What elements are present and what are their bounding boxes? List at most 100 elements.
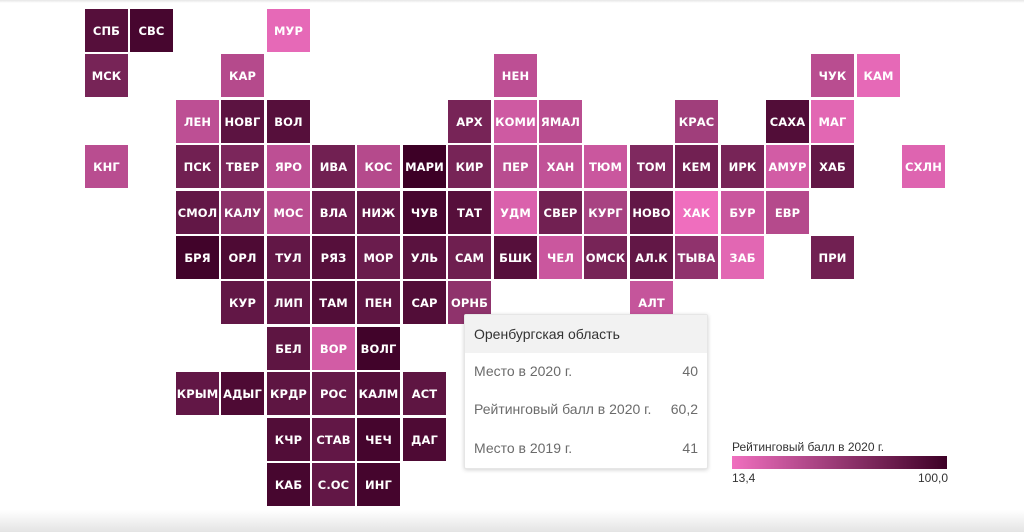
region-tile[interactable]: КЧР: [267, 418, 310, 461]
region-tile[interactable]: МАРИ: [403, 145, 446, 188]
region-tile[interactable]: ТОМ: [630, 145, 673, 188]
region-tile[interactable]: САМ: [448, 236, 491, 279]
region-tile[interactable]: КАЛУ: [221, 191, 264, 234]
region-tile[interactable]: ЯРО: [267, 145, 310, 188]
region-tile[interactable]: НОВГ: [221, 100, 264, 143]
region-tile[interactable]: ХАК: [675, 191, 718, 234]
region-tile[interactable]: БЕЛ: [267, 327, 310, 370]
legend-min-label: 13,4: [732, 471, 756, 485]
region-tile[interactable]: КНГ: [85, 145, 128, 188]
region-tile[interactable]: МАГ: [811, 100, 854, 143]
tooltip-label: Рейтинговый балл в 2020 г.: [474, 401, 652, 417]
region-tile[interactable]: ЛЕН: [176, 100, 219, 143]
region-tile[interactable]: СХЛН: [902, 145, 945, 188]
region-tile[interactable]: ВОЛ: [267, 100, 310, 143]
region-tile[interactable]: БУР: [721, 191, 764, 234]
region-tile[interactable]: ЯМАЛ: [539, 100, 582, 143]
region-tile[interactable]: КАР: [221, 54, 264, 97]
region-tile[interactable]: МОС: [267, 191, 310, 234]
region-tile[interactable]: КИР: [448, 145, 491, 188]
region-tile[interactable]: КОС: [357, 145, 400, 188]
region-tile[interactable]: ПЕН: [357, 281, 400, 324]
region-tile[interactable]: ТАМ: [312, 281, 355, 324]
region-tile[interactable]: ЕВР: [766, 191, 809, 234]
region-tile[interactable]: ВЛА: [312, 191, 355, 234]
region-tile[interactable]: НОВО: [630, 191, 673, 234]
region-tile[interactable]: АМУР: [766, 145, 809, 188]
region-tile[interactable]: ПСК: [176, 145, 219, 188]
region-tile[interactable]: ЧУК: [811, 54, 854, 97]
region-tile[interactable]: ТЮМ: [584, 145, 627, 188]
region-tile[interactable]: КУР: [221, 281, 264, 324]
region-tile[interactable]: ЧЕЛ: [539, 236, 582, 279]
legend-max-label: 100,0: [917, 471, 948, 485]
region-tile[interactable]: ВОР: [312, 327, 355, 370]
region-tile[interactable]: ХАН: [539, 145, 582, 188]
region-tile[interactable]: РОС: [312, 372, 355, 415]
region-tile[interactable]: ИВА: [312, 145, 355, 188]
region-tile[interactable]: СВС: [130, 9, 173, 52]
region-tile[interactable]: ЧУВ: [403, 191, 446, 234]
region-tile[interactable]: ТАТ: [448, 191, 491, 234]
region-tile[interactable]: МУР: [267, 9, 310, 52]
bottom-shadow: [0, 510, 1024, 532]
region-tile[interactable]: КЕМ: [675, 145, 718, 188]
region-tile[interactable]: САХА: [766, 100, 809, 143]
region-tile[interactable]: СПБ: [85, 9, 128, 52]
region-tile[interactable]: АДЫГ: [221, 372, 264, 415]
region-tooltip: Оренбургская область Место в 2020 г. 40 …: [464, 314, 708, 469]
region-tile[interactable]: ПЕР: [494, 145, 537, 188]
legend-title: Рейтинговый балл в 2020 г.: [732, 440, 885, 454]
region-tile[interactable]: КРДР: [267, 372, 310, 415]
region-tile[interactable]: АСТ: [403, 372, 446, 415]
region-tile[interactable]: КРЫМ: [176, 372, 219, 415]
region-tile[interactable]: ОРЛ: [221, 236, 264, 279]
region-tile[interactable]: КРАС: [675, 100, 718, 143]
tooltip-row-rank-2019: Место в 2019 г. 41: [474, 440, 698, 460]
region-tile[interactable]: ХАБ: [811, 145, 854, 188]
region-tile[interactable]: САР: [403, 281, 446, 324]
tooltip-label: Место в 2019 г.: [474, 440, 573, 456]
region-tile[interactable]: ПРИ: [811, 236, 854, 279]
tooltip-row-score-2020: Рейтинговый балл в 2020 г. 60,2: [474, 401, 698, 421]
region-tile[interactable]: БРЯ: [176, 236, 219, 279]
region-tile[interactable]: НЕН: [494, 54, 537, 97]
tooltip-value: 60,2: [670, 401, 698, 417]
region-tile[interactable]: КАЛМ: [357, 372, 400, 415]
region-tile[interactable]: ТУЛ: [267, 236, 310, 279]
color-legend: Рейтинговый балл в 2020 г. 13,4 100,0: [732, 440, 948, 490]
legend-gradient-bar: [732, 456, 947, 469]
region-tile[interactable]: СТАВ: [312, 418, 355, 461]
region-tile[interactable]: РЯЗ: [312, 236, 355, 279]
region-tile[interactable]: КОМИ: [494, 100, 537, 143]
region-tile[interactable]: ИНГ: [357, 463, 400, 506]
region-tile[interactable]: УДМ: [494, 191, 537, 234]
region-tile[interactable]: МОР: [357, 236, 400, 279]
region-tile[interactable]: БШК: [494, 236, 537, 279]
tooltip-value: 41: [682, 440, 698, 456]
region-tile[interactable]: КУРГ: [584, 191, 627, 234]
region-tile[interactable]: НИЖ: [357, 191, 400, 234]
region-tile[interactable]: ЧЕЧ: [357, 418, 400, 461]
region-tile[interactable]: УЛЬ: [403, 236, 446, 279]
region-tile[interactable]: С.ОС: [312, 463, 355, 506]
region-tile[interactable]: ИРК: [721, 145, 764, 188]
region-tile[interactable]: ТВЕР: [221, 145, 264, 188]
region-tile[interactable]: ЛИП: [267, 281, 310, 324]
region-tile[interactable]: ДАГ: [403, 418, 446, 461]
region-tile[interactable]: СВЕР: [539, 191, 582, 234]
region-tile[interactable]: СМОЛ: [176, 191, 219, 234]
tooltip-label: Место в 2020 г.: [474, 363, 573, 379]
tooltip-value: 40: [682, 363, 698, 379]
region-tile[interactable]: ОМСК: [584, 236, 627, 279]
region-tile[interactable]: ТЫВА: [675, 236, 718, 279]
region-tile[interactable]: КАБ: [267, 463, 310, 506]
region-tile[interactable]: ЗАБ: [721, 236, 764, 279]
region-tile[interactable]: ВОЛГ: [357, 327, 400, 370]
region-tile[interactable]: МСК: [85, 54, 128, 97]
region-tile[interactable]: КАМ: [857, 54, 900, 97]
region-tile[interactable]: АЛ.К: [630, 236, 673, 279]
region-tile[interactable]: АРХ: [448, 100, 491, 143]
tooltip-title: Оренбургская область: [465, 315, 707, 353]
